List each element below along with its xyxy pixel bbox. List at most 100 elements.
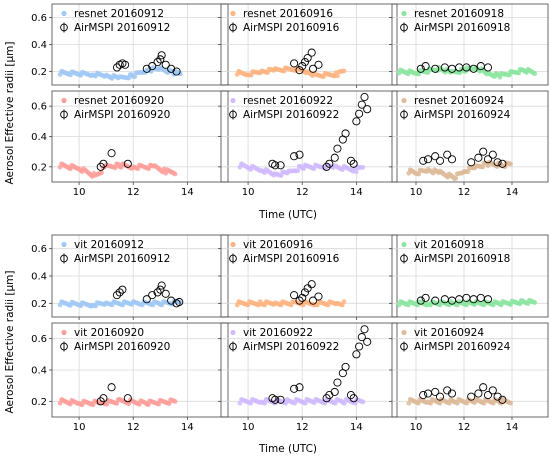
panels: 0.2 0.4 0.6 resnet 20160912 AirMSPI 20160912… [31,3,549,433]
airmspi-point [479,147,488,156]
x-tick-label: 10 [410,422,423,433]
airmspi-point [488,386,497,395]
airmspi-point [483,295,493,304]
model-point [145,402,151,408]
airmspi-point [295,296,304,305]
airmspi-point [271,161,280,170]
legend-label-model: resnet 20160924 [414,95,504,107]
plot-frame [391,322,549,418]
legend-marker-model [230,97,236,104]
airmspi-point [322,162,331,171]
airmspi-point [333,378,342,387]
model-point [237,400,243,406]
airmspi-point [167,296,176,305]
airmspi-point [349,159,358,168]
x-tick-label: 12 [296,187,309,198]
airmspi-point [330,387,339,396]
airmspi-point [447,389,457,398]
legend-marker-model [230,241,236,248]
airmspi-point [172,67,181,76]
model-point [177,71,183,77]
legend-label-model: vit 20160916 [243,239,313,251]
airmspi-point [314,292,323,301]
model-point [481,400,487,406]
legend-marker-model [401,97,407,104]
x-tick-label: 10 [73,422,86,433]
model-point [480,164,486,170]
airmspi-point [431,64,440,73]
legend-label-airmspi: AirMSPI 20160918 [414,22,510,34]
model-point [112,165,118,171]
y-tick-label: 0.4 [31,40,47,51]
legend-label-model: vit 20160924 [414,327,484,339]
model-point [301,166,307,172]
x-tick-label: 12 [127,422,140,433]
legend-label-model: vit 20160918 [414,239,484,251]
x-tick-label: 14 [350,422,363,433]
model-point [335,73,340,79]
legend-label-airmspi: AirMSPI 20160922 [243,109,339,121]
legend-label-airmspi: AirMSPI 20160920 [74,341,170,353]
airmspi-point [298,293,307,302]
y-tick-label: 0.2 [31,67,47,78]
legend-label-model: resnet 20160922 [243,95,333,107]
airmspi-point [307,280,316,289]
model-point [341,400,347,406]
airmspi-point [325,391,334,400]
model-point [332,400,338,406]
x-tick-label: 12 [296,422,309,433]
airmspi-point [157,281,166,290]
model-point [146,166,152,172]
airmspi-point [360,325,369,334]
airmspi-point [421,62,430,71]
plot-frame [391,234,549,318]
airmspi-point [435,392,445,401]
airmspi-point [447,155,457,164]
airmspi-point [175,297,184,307]
x-tick-label: 12 [458,422,471,433]
airmspi-point [309,64,318,73]
airmspi-point [307,48,316,57]
airmspi-point [355,109,364,118]
x-tick-label: 10 [73,187,86,198]
airmspi-point [161,60,170,69]
airmspi-point [355,342,364,351]
airmspi-point [467,158,476,167]
airmspi-point [161,289,170,298]
x-tick-label: 14 [350,187,363,198]
panel-resnet-20160912: 0.2 0.4 0.6 resnet 20160912 AirMSPI 20160912 [31,3,229,88]
airmspi-point [483,155,493,164]
model-point [166,401,172,407]
airmspi-point [295,383,304,392]
airmspi-point [479,383,488,392]
legend-label-airmspi: AirMSPI 20160918 [414,253,510,265]
model-point [248,400,254,406]
legend-marker-model [401,241,407,248]
airmspi-point [483,391,493,400]
airmspi-point [290,291,299,300]
legend-marker-model [61,329,67,336]
airmspi-point [290,384,299,393]
panel-resnet-20160922: 10 12 14 resnet 20160922 AirMSPI 20160922 [218,90,398,198]
airmspi-point [341,129,350,138]
model-point [262,400,268,406]
y-axis-label-bottom: Aerosol Effective radii [μm] [4,271,16,414]
x-tick-label: 10 [242,187,255,198]
panel-vit-20160912: 0.2 0.4 0.6 vit 20160912 AirMSPI 20160912 [31,234,229,320]
airmspi-point [123,159,132,168]
model-point [341,68,347,74]
panel-vit-20160922: 10 12 14 vit 20160922 AirMSPI 20160922 [218,322,398,433]
airmspi-point [357,100,366,109]
legend-label-airmspi: AirMSPI 20160912 [74,22,170,34]
airmspi-point [416,296,425,305]
model-point [136,401,142,407]
airmspi-point [419,156,428,165]
legend-marker-model [61,97,67,104]
airmspi-point [153,288,162,297]
y-tick-label: 0.6 [31,334,47,345]
legend-label-airmspi: AirMSPI 20160924 [414,341,511,353]
airmspi-point [474,153,483,162]
airmspi-point [271,395,280,404]
legend-label-airmspi: AirMSPI 20160924 [414,109,511,121]
